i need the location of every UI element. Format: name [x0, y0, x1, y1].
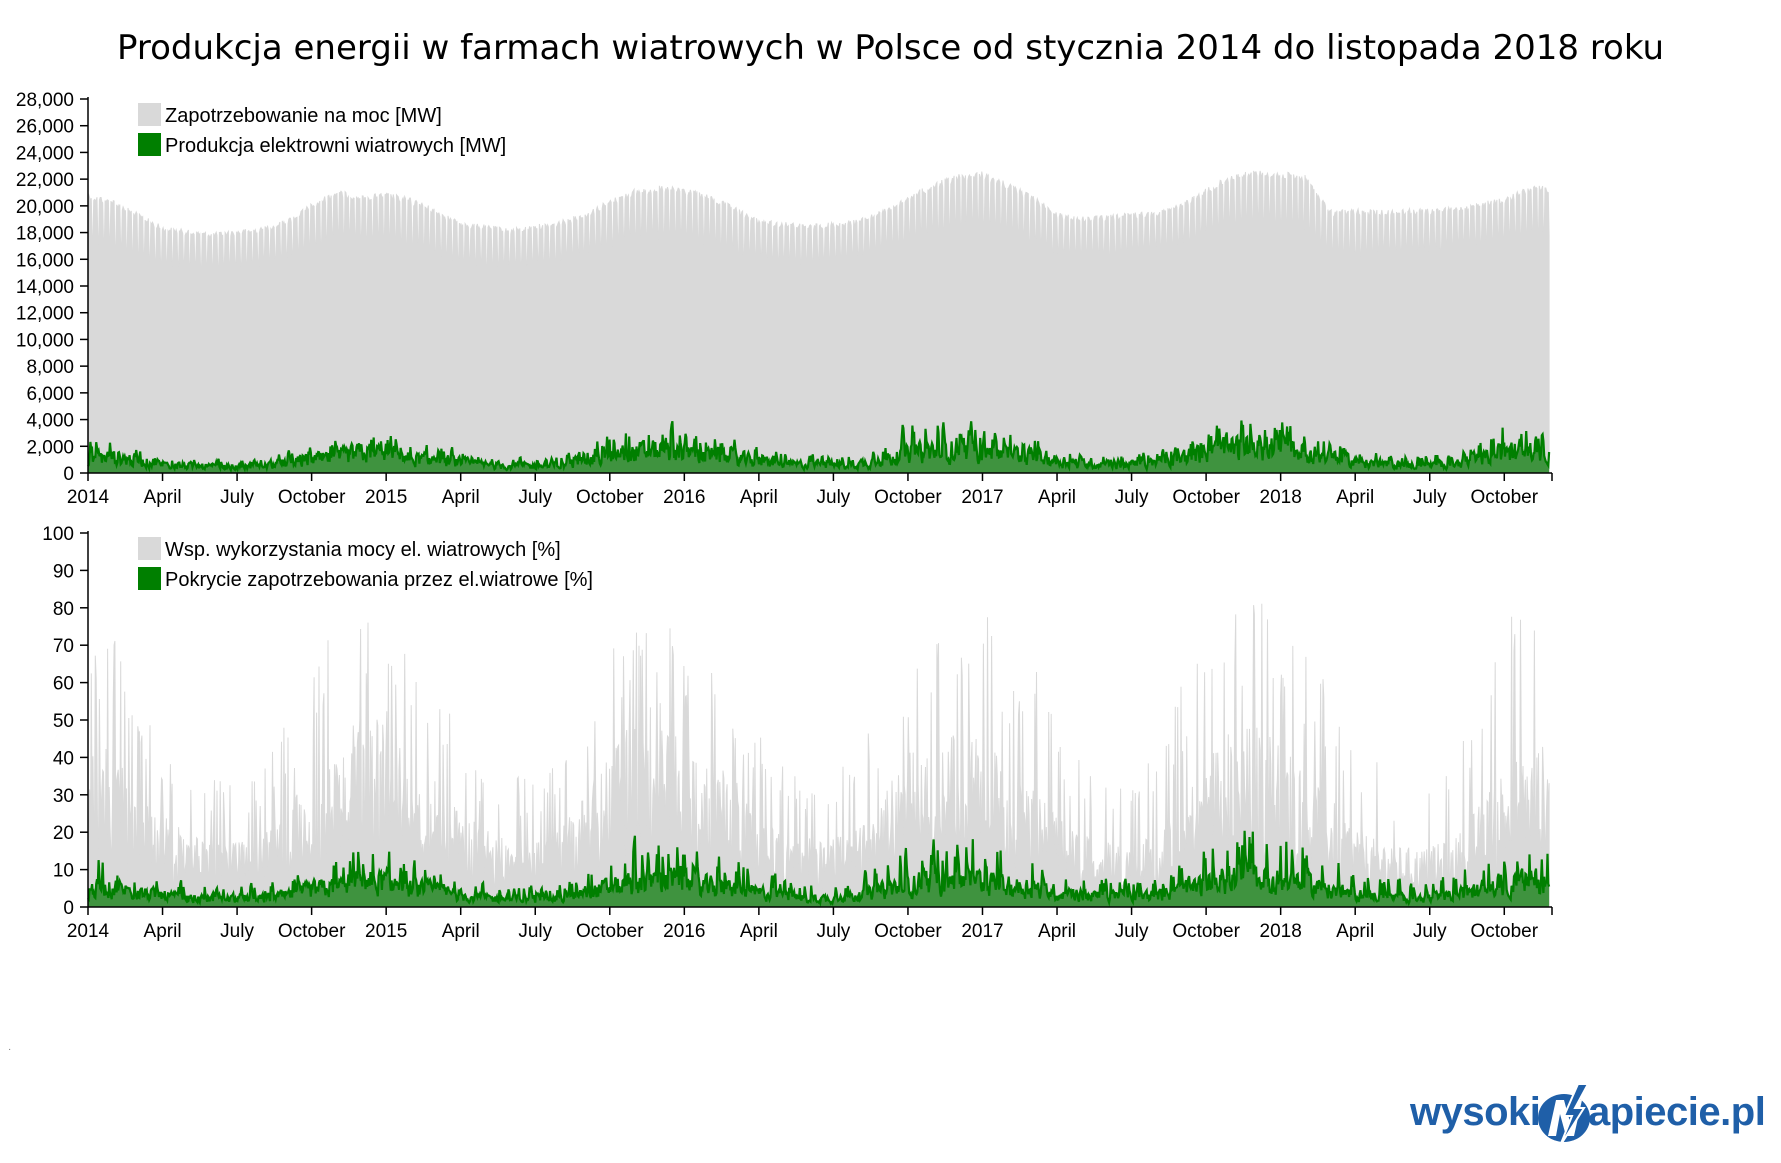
legend-swatch-green [138, 133, 161, 156]
x-tick-label: July [518, 921, 552, 942]
x-tick-label: 2016 [663, 487, 705, 508]
x-tick-label: 2014 [67, 487, 110, 508]
green-series-line [87, 830, 1551, 908]
x-tick-label: 2018 [1260, 921, 1302, 942]
x-tick-label: October [278, 921, 346, 942]
x-tick-label: 2015 [365, 921, 407, 942]
x-tick-label: July [518, 487, 552, 508]
y-tick-label: 90 [53, 561, 74, 582]
x-tick-label: April [442, 921, 480, 942]
y-tick-label: 6,000 [26, 384, 74, 405]
lightning-n-logo-icon [1538, 1083, 1590, 1147]
x-tick-label: July [220, 487, 254, 508]
x-tick-label: April [740, 487, 778, 508]
x-tick-label: October [1172, 487, 1240, 508]
brand-text-prefix: wysokie [1410, 1090, 1563, 1134]
x-tick-label: 2017 [961, 921, 1003, 942]
green-series-area [88, 420, 1550, 473]
chart-title: Produkcja energii w farmach wiatrowych w… [116, 28, 1665, 68]
grey-series-area [87, 170, 1550, 474]
brand-text-suffix: apiecie.pl [1588, 1090, 1766, 1134]
green-series-line [87, 420, 1551, 474]
x-tick-label: July [1115, 921, 1149, 942]
x-tick-label: October [874, 487, 942, 508]
legend-label-green: Pokrycie zapotrzebowania przez el.wiatro… [165, 569, 593, 591]
y-tick-label: 10 [53, 861, 74, 882]
x-tick-label: July [1413, 487, 1447, 508]
x-tick-label: 2015 [365, 487, 407, 508]
x-tick-label: October [1172, 921, 1240, 942]
x-tick-label: October [278, 487, 346, 508]
legend-label-grey: Wsp. wykorzystania mocy el. wiatrowych [… [165, 539, 561, 561]
y-tick-label: 18,000 [16, 224, 74, 245]
legend-swatch-green [138, 567, 161, 590]
y-tick-label: 80 [53, 599, 74, 620]
y-tick-label: 20 [53, 823, 74, 844]
stray-dot: · [8, 1044, 11, 1055]
y-tick-label: 8,000 [26, 357, 74, 378]
x-tick-label: April [144, 921, 182, 942]
y-tick-label: 2,000 [26, 437, 74, 458]
x-tick-label: 2014 [67, 921, 110, 942]
y-tick-label: 100 [42, 524, 74, 545]
y-tick-label: 0 [63, 464, 74, 485]
x-tick-label: July [1115, 487, 1149, 508]
y-tick-label: 4,000 [26, 411, 74, 432]
x-tick-label: 2017 [961, 487, 1003, 508]
y-tick-label: 12,000 [16, 304, 74, 325]
x-tick-label: April [442, 487, 480, 508]
x-tick-label: July [1413, 921, 1447, 942]
y-tick-label: 40 [53, 748, 74, 769]
y-tick-label: 10,000 [16, 330, 74, 351]
y-tick-label: 50 [53, 711, 74, 732]
y-tick-label: 14,000 [16, 277, 74, 298]
bottom-panel-capacity-factor-vs-coverage: 0 10 20 30 40 50 60 70 80 90 100 2014 April July Octob… [42, 524, 1553, 942]
y-tick-label: 26,000 [16, 117, 74, 138]
y-tick-label: 20,000 [16, 197, 74, 218]
x-tick-label: 2016 [663, 921, 705, 942]
x-tick-label: April [740, 921, 778, 942]
y-tick-label: 70 [53, 636, 74, 657]
grey-series-area [87, 603, 1550, 908]
y-tick-label: 24,000 [16, 143, 74, 164]
y-tick-label: 28,000 [16, 90, 74, 111]
x-tick-label: October [1470, 921, 1538, 942]
legend-label-green: Produkcja elektrowni wiatrowych [MW] [165, 135, 506, 157]
x-tick-label: April [1336, 487, 1374, 508]
legend-swatch-grey [138, 537, 161, 560]
x-tick-label: July [817, 921, 851, 942]
x-tick-label: October [874, 921, 942, 942]
x-tick-label: April [144, 487, 182, 508]
top-panel-demand-vs-wind-production: 0 2,000 4,000 6,000 8,000 10,000 12,000 14,000 1… [16, 90, 1553, 508]
x-tick-label: April [1038, 487, 1076, 508]
y-tick-label: 22,000 [16, 170, 74, 191]
y-tick-label: 30 [53, 786, 74, 807]
brand-logo[interactable]: wysokie apiecie.pl [1410, 1080, 1766, 1150]
y-tick-label: 16,000 [16, 250, 74, 271]
x-tick-label: October [576, 487, 644, 508]
x-tick-label: April [1038, 921, 1076, 942]
x-tick-label: July [220, 921, 254, 942]
x-tick-label: April [1336, 921, 1374, 942]
y-tick-label: 0 [63, 898, 74, 919]
legend-swatch-grey [138, 103, 161, 126]
x-tick-label: July [817, 487, 851, 508]
legend-label-grey: Zapotrzebowanie na moc [MW] [165, 105, 442, 127]
x-tick-label: October [1470, 487, 1538, 508]
y-tick-label: 60 [53, 674, 74, 695]
x-tick-label: 2018 [1260, 487, 1302, 508]
x-tick-label: October [576, 921, 644, 942]
